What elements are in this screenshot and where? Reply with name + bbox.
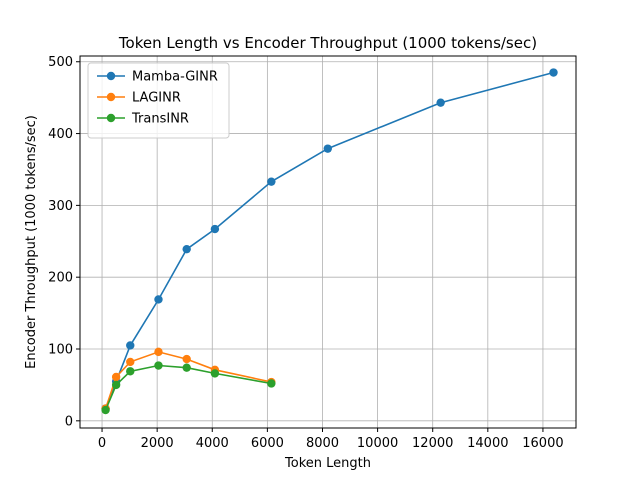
legend: Mamba-GINR LAGINR TransINR bbox=[87, 62, 230, 139]
x-tick-label: 16000 bbox=[522, 436, 563, 451]
legend-label: LAGINR bbox=[132, 91, 181, 106]
data-point bbox=[182, 244, 191, 254]
x-tick-label: 10000 bbox=[357, 436, 398, 451]
plot-frame bbox=[79, 55, 577, 429]
x-tick-label: 2000 bbox=[141, 436, 174, 451]
tick-layer: 0 2000 4000 6000 8000 10000 12000 14000 16000 0 10… bbox=[48, 55, 563, 451]
y-tick-label: 0 bbox=[65, 414, 73, 429]
data-point bbox=[436, 98, 445, 107]
series-transinr bbox=[101, 361, 276, 415]
data-point bbox=[182, 354, 191, 364]
x-tick-label: 12000 bbox=[412, 436, 453, 451]
y-tick-label: 100 bbox=[48, 343, 73, 358]
y-axis-label: Encoder Throughput (1000 tokens/sec) bbox=[24, 115, 39, 369]
y-tick-label: 300 bbox=[48, 199, 73, 214]
x-tick-label: 4000 bbox=[196, 436, 229, 451]
legend-item: TransINR bbox=[97, 112, 189, 127]
series-line bbox=[104, 71, 554, 409]
data-point bbox=[323, 144, 332, 153]
legend-swatch-marker bbox=[106, 71, 116, 81]
data-point bbox=[101, 405, 110, 415]
data-point bbox=[111, 372, 121, 382]
legend-box bbox=[87, 62, 230, 139]
data-point bbox=[182, 363, 191, 372]
x-tick-label: 14000 bbox=[467, 436, 508, 451]
data-point bbox=[126, 367, 135, 376]
data-point bbox=[210, 224, 220, 234]
data-point bbox=[267, 379, 276, 388]
y-tick-label: 400 bbox=[48, 127, 73, 142]
y-tick-label: 500 bbox=[48, 55, 73, 70]
data-point bbox=[154, 295, 163, 304]
data-point bbox=[126, 341, 135, 350]
x-tick-label: 8000 bbox=[306, 436, 339, 451]
data-point bbox=[154, 361, 163, 370]
legend-item: LAGINR bbox=[97, 91, 181, 106]
data-point bbox=[126, 357, 135, 367]
data-point bbox=[267, 177, 276, 186]
data-point bbox=[111, 380, 121, 390]
chart-title: Token Length vs Encoder Throughput (1000… bbox=[118, 34, 537, 52]
data-point bbox=[210, 369, 220, 378]
data-point bbox=[154, 347, 163, 357]
y-tick-label: 200 bbox=[48, 271, 73, 286]
legend-swatch-marker bbox=[106, 113, 116, 123]
x-tick-label: 0 bbox=[98, 436, 106, 451]
legend-item: Mamba-GINR bbox=[97, 70, 218, 85]
legend-label: Mamba-GINR bbox=[132, 70, 218, 85]
legend-swatch-marker bbox=[106, 92, 116, 102]
data-point bbox=[549, 68, 558, 77]
series-layer bbox=[101, 68, 558, 415]
x-tick-label: 6000 bbox=[251, 436, 284, 451]
x-axis-label: Token Length bbox=[284, 456, 371, 471]
legend-label: TransINR bbox=[131, 112, 189, 127]
